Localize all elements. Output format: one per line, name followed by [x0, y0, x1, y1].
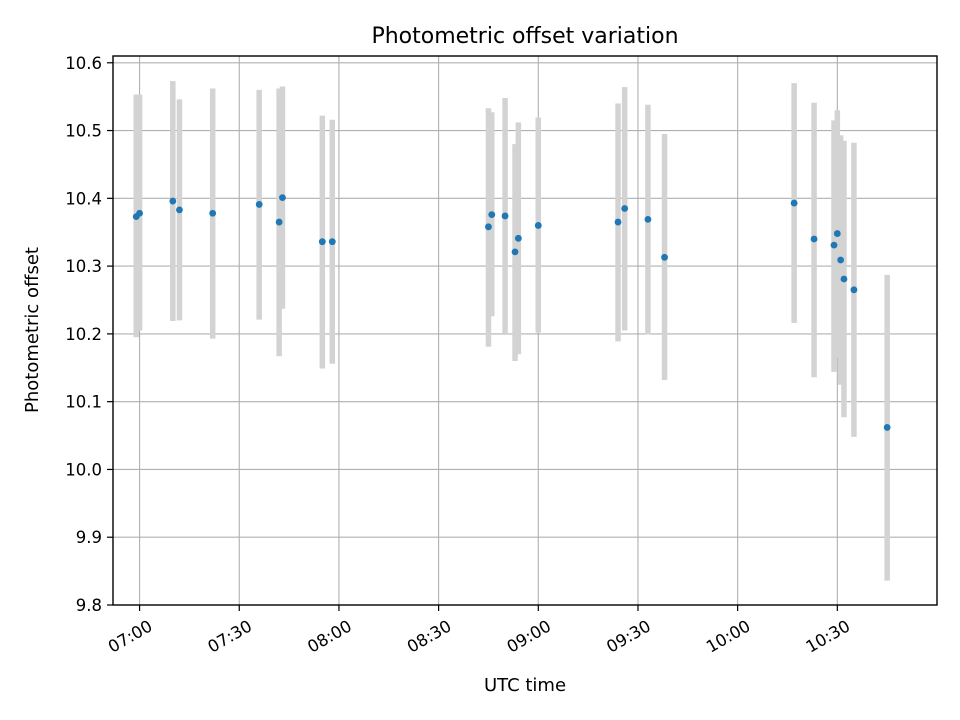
y-tick-label: 10.2: [65, 325, 102, 344]
data-point: [661, 253, 668, 261]
chart-title: Photometric offset variation: [371, 24, 678, 49]
data-point: [136, 209, 143, 217]
y-tick-label: 9.8: [76, 596, 102, 615]
data-point: [810, 235, 818, 243]
data-point: [534, 222, 542, 229]
data-point: [275, 218, 283, 226]
data-point: [837, 256, 845, 264]
plot-frame: [112, 55, 938, 606]
y-axis-ticks: 9.8 9.9 10.0 10.1 10.2 10.3 10.4 10.5 10.6: [65, 54, 113, 615]
data-point: [840, 275, 848, 283]
data-point: [883, 424, 891, 431]
y-tick-label: 10.6: [65, 54, 102, 73]
data-point: [833, 230, 841, 237]
data-point: [255, 201, 263, 208]
data-point: [790, 199, 798, 207]
data-point: [209, 209, 217, 217]
data-point: [850, 286, 858, 294]
data-point: [644, 215, 652, 223]
data-point: [485, 223, 492, 231]
data-point: [279, 194, 286, 202]
y-tick-label: 9.9: [76, 528, 102, 547]
y-tick-label: 10.3: [65, 257, 102, 276]
y-axis-label: Photometric offset: [22, 247, 43, 413]
data-point: [176, 206, 183, 214]
data-point: [830, 241, 838, 249]
data-point: [169, 197, 177, 205]
data-points: [132, 194, 891, 431]
x-axis-label: UTC time: [484, 675, 566, 696]
data-point: [488, 211, 496, 219]
data-point: [511, 248, 519, 256]
data-point: [514, 234, 522, 242]
data-point: [318, 238, 326, 246]
y-tick-label: 10.4: [65, 189, 102, 208]
data-point: [621, 205, 629, 212]
data-point: [501, 212, 509, 220]
data-point: [614, 218, 622, 226]
y-tick-label: 10.5: [65, 122, 102, 141]
y-tick-label: 10.0: [65, 460, 102, 479]
data-point: [328, 238, 336, 246]
y-tick-label: 10.1: [65, 393, 102, 412]
